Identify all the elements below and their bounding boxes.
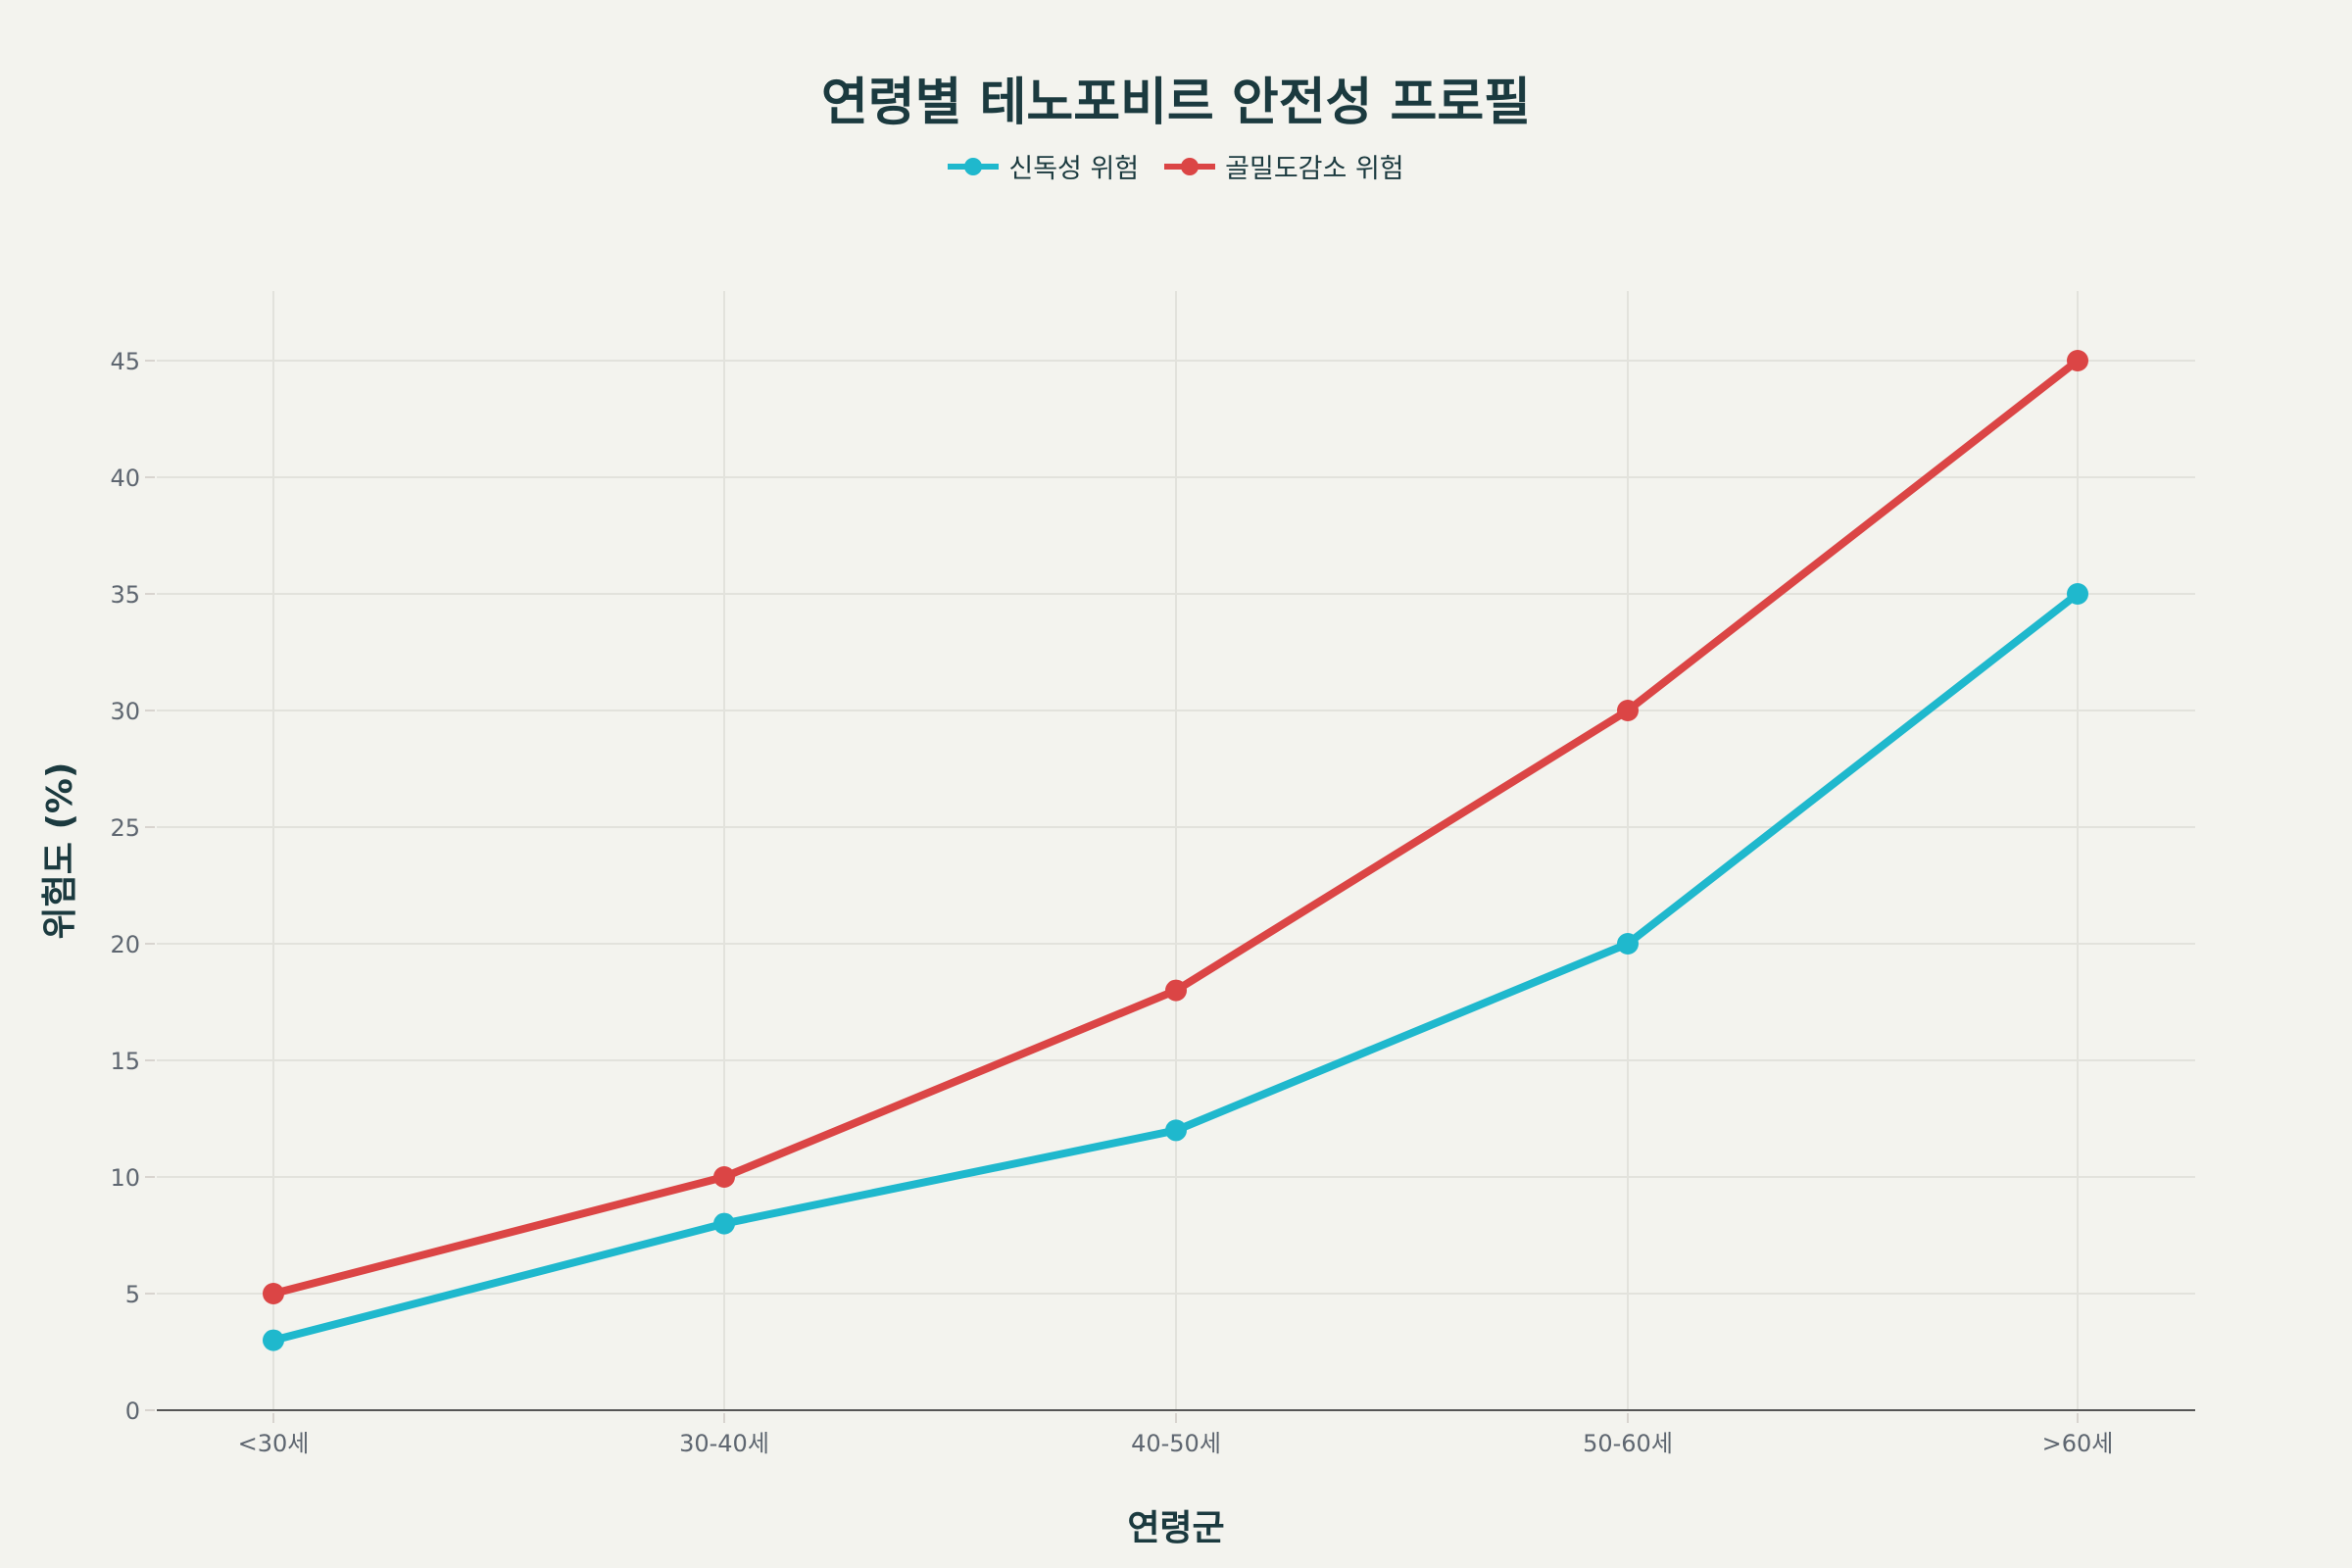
data-point <box>1617 700 1639 721</box>
y-tick-label: 20 <box>110 931 140 958</box>
y-tick-label: 5 <box>125 1281 140 1308</box>
legend-marker-bone-density <box>1164 157 1216 175</box>
legend-marker-nephrotoxicity <box>948 157 1000 175</box>
x-tick-label: <30세 <box>238 1430 310 1457</box>
data-point <box>1165 979 1187 1002</box>
data-point <box>263 1329 284 1351</box>
x-tick-label: 50-60세 <box>1583 1430 1673 1457</box>
x-tick-label: 30-40세 <box>679 1430 769 1457</box>
y-tick-label: 30 <box>110 698 140 725</box>
data-point <box>713 1166 735 1188</box>
y-tick-label: 0 <box>125 1397 140 1425</box>
data-point <box>2067 583 2088 605</box>
legend-label: 신독성 위험 <box>1008 154 1140 184</box>
chart-title: 연령별 테노포비르 안전성 프로필 <box>820 74 1532 132</box>
data-point <box>1165 1119 1187 1142</box>
data-point <box>2067 350 2088 371</box>
y-tick-label: 45 <box>110 348 140 375</box>
data-point <box>263 1283 284 1304</box>
legend-item-bone-density[interactable]: 골밀도감소 위험 <box>1164 147 1404 185</box>
x-axis-title: 연령군 <box>1127 1508 1225 1548</box>
y-tick-label: 10 <box>110 1164 140 1192</box>
y-tick-label: 25 <box>110 814 140 842</box>
y-tick-label: 35 <box>110 581 140 609</box>
y-tick-label: 40 <box>110 465 140 492</box>
y-axis-title: 위험도 (%) <box>40 761 80 940</box>
data-point <box>713 1212 735 1235</box>
legend: 신독성 위험 골밀도감소 위험 <box>0 147 2352 185</box>
x-tick-label: 40-50세 <box>1131 1430 1221 1457</box>
legend-label: 골밀도감소 위험 <box>1225 154 1404 184</box>
legend-item-nephrotoxicity[interactable]: 신독성 위험 <box>948 147 1139 185</box>
y-tick-label: 15 <box>110 1048 140 1075</box>
data-point <box>1617 933 1639 955</box>
x-tick-label: >60세 <box>2042 1430 2114 1457</box>
